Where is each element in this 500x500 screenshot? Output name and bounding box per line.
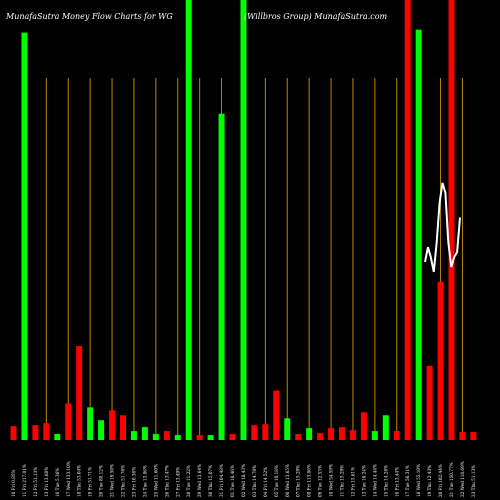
x-tick-label: 21 Tue 150.77% [449,462,454,497]
bar [240,0,247,440]
x-tick-label: 05 Tue 10.18% [274,465,279,497]
bar [109,410,116,440]
x-tick-label: 28 Tue 11.22% [186,465,191,497]
x-tick-label: 18 Wed 55.10% [416,464,421,497]
bar [76,346,83,440]
x-tick-labels: 10 Fri 0.85% 11 Fri 217.01% 12 Fri 51.13% 1… [11,461,476,497]
money-flow-line [424,182,461,273]
x-tick-label: 26 Thu 13.47% [164,465,169,497]
bar [65,403,72,440]
bar [98,420,105,440]
x-tick-label: 02 Wed 18.43% [241,464,246,497]
bar [229,434,236,440]
x-tick-label: 10 Wed 54.59% [329,464,334,497]
bar [295,434,302,440]
bar [262,424,269,440]
bar [349,430,356,440]
x-tick-label: 18 Thu 53.04% [77,465,82,497]
bar [185,0,192,440]
bar [152,434,159,440]
chart-title-right: (Willbros Group) MunafaSutra.com [244,12,388,21]
bars-group [10,0,477,441]
x-tick-label: 22 Wed 118.69% [460,461,465,497]
bar [328,428,335,440]
bar [196,435,203,440]
x-tick-label: 19 Fri 51.71% [88,467,93,497]
x-tick-label: 15 Thu 14.28% [383,465,388,497]
bar [130,431,137,440]
x-tick-label: 22 Thu 51.76% [121,465,126,497]
bar [10,426,17,440]
bar [415,29,422,440]
bar [273,390,280,440]
x-tick-label: 13 Tue 16.24% [361,465,366,497]
x-tick-label: 01 Tue 16.46% [230,465,235,497]
bar [43,423,50,440]
x-tick-label: 19 Thu 12.43% [427,465,432,497]
bar [21,32,28,441]
x-tick-label: 07 Thu 15.29% [296,465,301,497]
x-tick-label: 17 Tue 56.31% [405,465,410,497]
x-tick-label: 17 Wed 133.10% [66,461,71,497]
x-tick-label: 13 Fri 13.68% [44,467,49,497]
bar [284,418,291,440]
bar [163,431,170,440]
x-tick-label: 03 Thu 14.70% [252,465,257,497]
x-tick-label: 23 Fri 10.36% [131,467,136,497]
bar [339,427,345,440]
bar [218,113,225,441]
x-tick-label: 27 Fri 13.49% [175,467,180,497]
x-tick-label: 23 Thu 51.13% [471,465,476,497]
x-tick-label: 04 Fri 14.52% [263,467,268,497]
bar [459,432,466,440]
bar [448,0,455,440]
x-tick-label: 12 Fri 15.61% [350,467,355,497]
x-tick-label: 24 Tue 13.86% [142,465,147,497]
bar [54,434,61,440]
bar [437,281,444,440]
bar [382,415,389,440]
x-tick-label: 20 Tue 80.12% [99,465,104,497]
bar [207,435,214,440]
bar [470,432,477,440]
bar [393,431,400,440]
chart-title-left: MunafaSutra Money Flow Charts for WG [5,12,173,21]
x-tick-label: 08 Fri 113.86% [307,464,312,497]
bar [404,0,411,440]
x-tick-label: 12 Fri 51.13% [33,467,38,497]
bar [360,412,367,440]
bar [251,425,258,440]
bar [174,435,181,440]
bar [371,431,378,440]
x-tick-label: 25 Wed 11.60% [153,464,158,497]
x-tick-label: 29 Wed 13.64% [197,464,202,497]
bar [120,415,126,440]
x-tick-label: 31 Fri 104.48% [219,464,224,497]
x-tick-label: 09 Tue 12.53% [318,465,323,497]
x-tick-label: 20 Fri 102.44% [438,464,443,497]
x-tick-label: 11 Fri 217.01% [22,464,27,497]
bar [426,365,433,440]
x-tick-label: 10 Fri 0.85% [11,469,16,497]
x-tick-label: 14 Wed 14.44% [372,464,377,497]
x-tick-label: 30 Thu 15.07% [208,465,213,497]
x-tick-label: 11 Thu 15.29% [340,465,345,497]
bar [87,407,94,440]
x-tick-label: 16 Tue 5.36% [55,468,60,497]
bar [306,428,313,440]
x-tick-label: 16 Fri 13.44% [394,467,399,497]
x-tick-label: 21 Wed 19.50% [110,464,115,497]
bar [32,425,39,440]
x-tick-label: 06 Wed 13.65% [285,464,290,497]
bar [141,427,148,440]
bar [317,433,324,440]
